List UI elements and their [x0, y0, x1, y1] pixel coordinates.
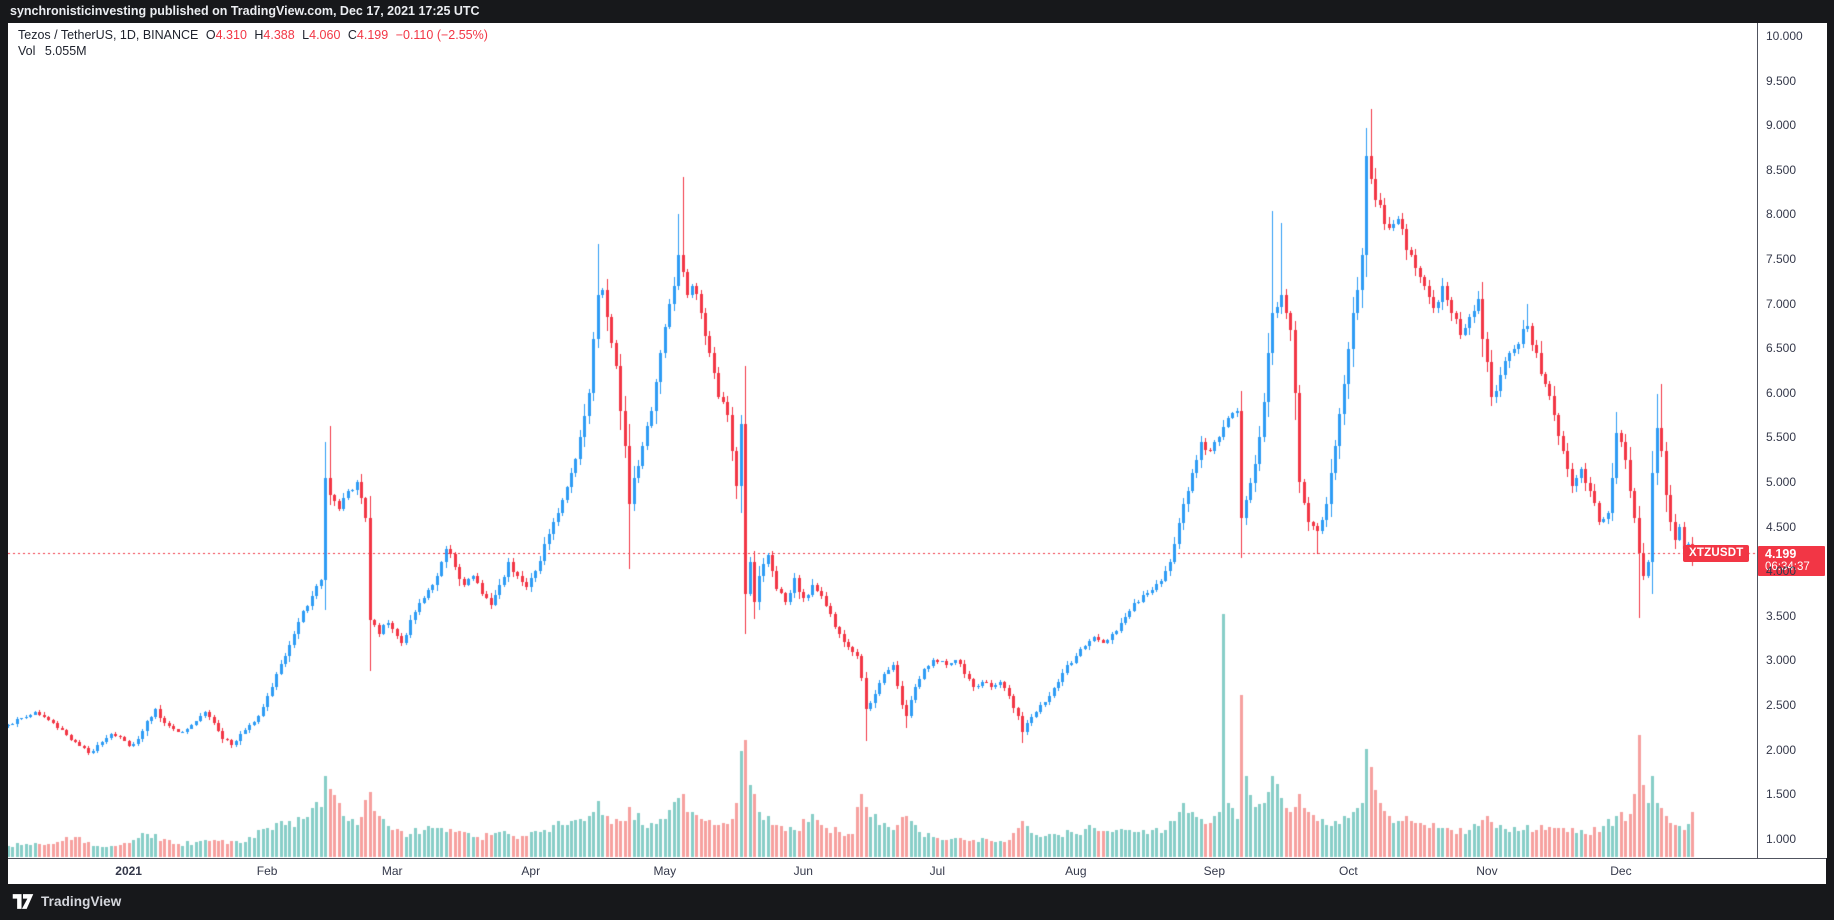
ohlc-low: L4.060 — [302, 28, 341, 42]
price-tick-label: 7.000 — [1766, 296, 1797, 311]
price-tick-label: 4.500 — [1766, 519, 1797, 534]
price-tick-label: 8.000 — [1766, 207, 1797, 222]
price-tick-label: 1.000 — [1766, 831, 1797, 846]
chart-panel: Tezos / TetherUS, 1D, BINANCE O4.310 H4.… — [8, 23, 1827, 885]
last-price-label: 4.199 06:34:37 — [1758, 545, 1825, 576]
time-axis[interactable]: 2021 Feb Mar Apr May Jun Jul Aug Sep Oct Nov Dec — [8, 858, 1826, 885]
time-tick-month: Jul — [929, 864, 946, 878]
price-tick-label: 2.500 — [1766, 698, 1797, 712]
bar-countdown: 06:34:37 — [1765, 560, 1810, 573]
footer-bar: TradingView — [0, 884, 1834, 920]
last-price-value: 4.199 — [1765, 546, 1797, 561]
price-tick-label: 6.000 — [1766, 385, 1797, 400]
price-tick-label: 3.500 — [1766, 608, 1797, 623]
time-tick-month: Feb — [256, 864, 278, 878]
price-tick-label: 6.500 — [1766, 341, 1797, 356]
volume-value: 5.055M — [44, 44, 87, 58]
price-axis[interactable]: 4.199 06:34:37 10.000 9.500 9.000 8.500 8.00… — [1757, 23, 1827, 858]
chart-legend[interactable]: Tezos / TetherUS, 1D, BINANCE O4.310 H4.… — [18, 27, 492, 59]
time-tick-month: Mar — [381, 864, 403, 878]
price-tick-label: 8.500 — [1766, 162, 1797, 177]
candlestick-chart-canvas[interactable] — [8, 23, 1757, 858]
volume-label[interactable]: Vol — [18, 44, 36, 58]
price-tick-label: 10.000 — [1766, 29, 1803, 43]
ohlc-close: C4.199 — [347, 28, 389, 42]
time-tick-month: Jun — [793, 864, 813, 878]
time-tick-month: Sep — [1203, 864, 1226, 878]
attribution-bar: synchronisticinvesting published on Trad… — [0, 0, 1834, 23]
price-tick-label: 5.000 — [1766, 475, 1797, 489]
price-tick-label: 5.500 — [1766, 430, 1797, 445]
change-value: −0.110 (−2.55%) — [395, 28, 488, 42]
symbol-description[interactable]: Tezos / TetherUS, 1D, BINANCE — [18, 28, 199, 42]
tradingview-logo-icon — [12, 894, 34, 909]
ohlc-open: O4.310 — [205, 28, 247, 42]
time-tick-month: Nov — [1476, 864, 1498, 878]
time-tick-month: May — [653, 864, 677, 878]
price-plot-area[interactable]: Tezos / TetherUS, 1D, BINANCE O4.310 H4.… — [8, 23, 1757, 858]
price-tick-label: 1.500 — [1766, 787, 1797, 802]
price-tick-label: 9.000 — [1766, 118, 1797, 133]
price-tick-label: 3.000 — [1766, 653, 1797, 668]
time-tick-year: 2021 — [115, 864, 142, 878]
time-tick-month: Apr — [521, 864, 541, 878]
ohlc-high: H4.388 — [254, 28, 295, 42]
price-tick-label: 9.500 — [1766, 73, 1797, 88]
price-tick-label: 4.000 — [1766, 564, 1797, 579]
attribution-text: synchronisticinvesting published on Trad… — [10, 4, 480, 18]
time-tick-month: Dec — [1610, 864, 1632, 878]
price-line-symbol-badge[interactable]: XTZUSDT — [1683, 544, 1750, 562]
tradingview-brand-text: TradingView — [41, 894, 122, 909]
price-tick-label: 7.500 — [1766, 252, 1797, 266]
time-tick-month: Aug — [1065, 864, 1087, 878]
tradingview-logo[interactable]: TradingView — [12, 893, 121, 910]
time-tick-month: Oct — [1339, 864, 1358, 878]
price-tick-label: 2.000 — [1766, 742, 1797, 757]
